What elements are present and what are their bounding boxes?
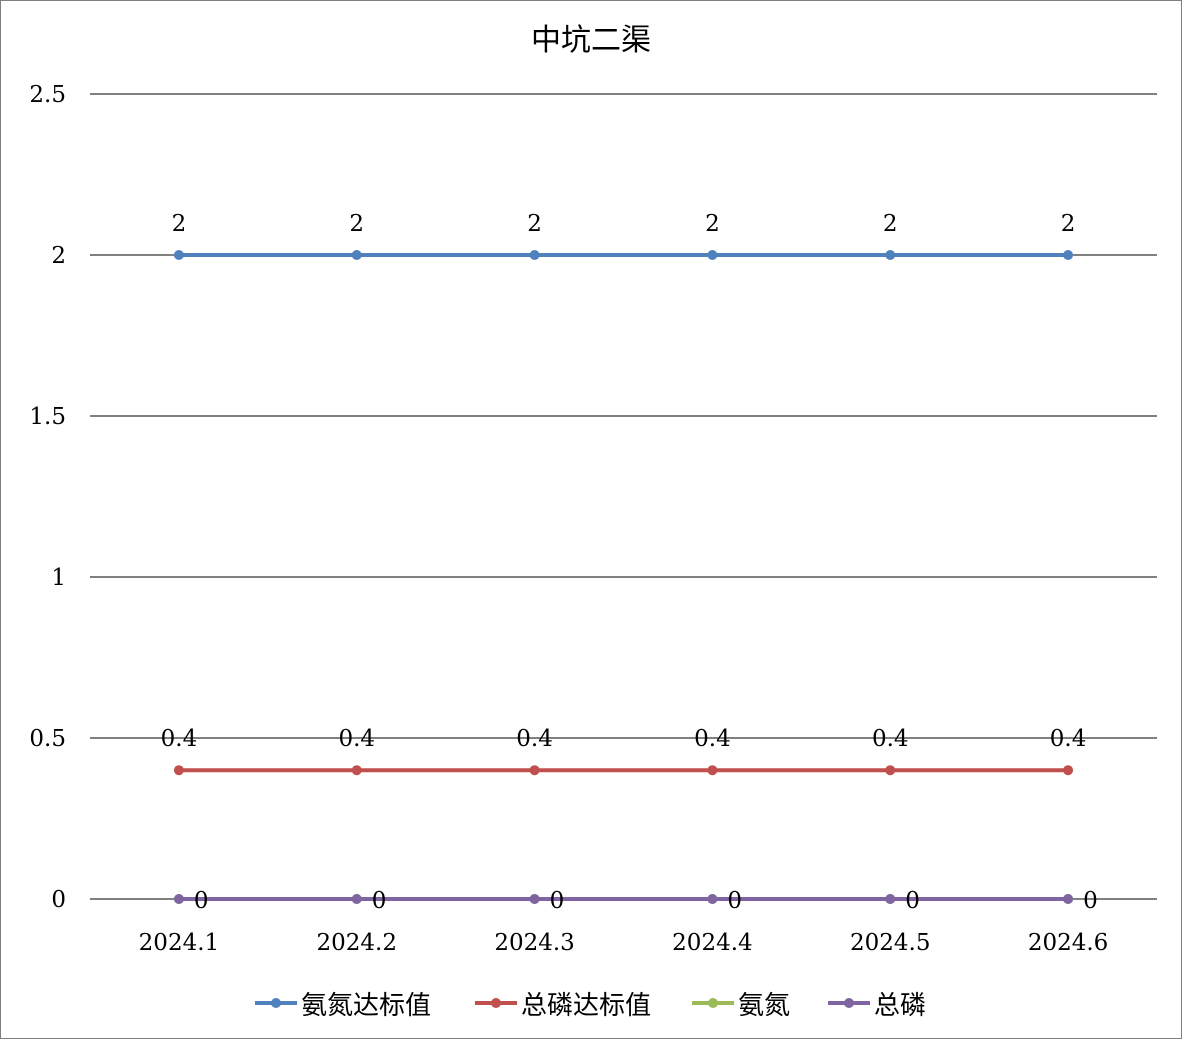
data-point [173,765,184,776]
data-point [1063,894,1074,904]
data-point [351,894,362,904]
data-point [1063,250,1074,260]
legend-swatch-marker [271,998,281,1008]
x-tick-label: 2024.3 [494,930,574,956]
data-point [173,250,184,260]
legend-swatch-marker [491,998,501,1008]
data-point [885,250,896,260]
data-label: 0 [1083,888,1098,914]
x-tick-label: 2024.6 [1028,930,1108,956]
y-tick-label: 1.5 [29,404,66,430]
x-tick-label: 2024.2 [317,930,397,956]
data-label: 2 [349,211,364,237]
data-label: 0 [905,888,920,914]
legend-label: 氨氮达标值 [301,991,431,1021]
data-point [707,250,718,260]
data-point [885,765,896,776]
legend-swatch-marker [844,998,854,1008]
x-tick-label: 2024.1 [139,930,219,956]
y-axis-ticks: 0 0.5 1 1.5 2 2.5 [29,82,66,913]
legend: 氨氮达标值 总磷达标值 氨氮 总磷 [255,991,926,1021]
data-label: 0.4 [872,726,909,752]
data-label: 0 [372,888,387,914]
chart-title: 中坑二渠 [531,23,651,58]
data-point [707,894,718,904]
data-point [351,765,362,776]
data-label: 2 [1061,211,1076,237]
data-point [529,250,540,260]
y-tick-label: 0 [51,887,66,913]
data-label: 2 [172,211,187,237]
data-point [173,894,184,904]
legend-label: 总磷达标值 [521,991,651,1021]
data-point [529,765,540,776]
legend-label: 总磷 [874,991,926,1021]
data-label: 2 [883,211,898,237]
gridlines [90,93,1157,900]
data-label: 0.4 [1050,726,1087,752]
data-point [351,250,362,260]
data-label: 0 [727,888,742,914]
series-lines [173,250,1074,904]
y-tick-label: 2 [51,243,66,269]
y-tick-label: 2.5 [29,82,66,108]
y-tick-label: 0.5 [29,726,66,752]
legend-label: 氨氮 [738,991,790,1021]
data-label: 2 [705,211,720,237]
data-label: 0.4 [694,726,731,752]
data-label: 0 [550,888,565,914]
data-point [707,765,718,776]
x-tick-label: 2024.5 [850,930,930,956]
data-label: 2 [527,211,542,237]
data-label: 0 [194,888,209,914]
data-label: 0.4 [338,726,375,752]
legend-swatch-marker [708,998,718,1008]
x-tick-label: 2024.4 [672,930,752,956]
data-label: 0.4 [161,726,198,752]
x-axis-ticks: 2024.1 2024.2 2024.3 2024.4 2024.5 2024.6 [139,930,1109,956]
data-label: 0.4 [516,726,553,752]
data-labels: 2 2 2 2 2 2 0.4 0.4 0.4 0.4 0.4 0.4 0 0 0 0 0 0 [161,211,1098,914]
data-point [529,894,540,904]
data-point [1063,765,1074,776]
data-point [885,894,896,904]
y-tick-label: 1 [51,565,66,591]
